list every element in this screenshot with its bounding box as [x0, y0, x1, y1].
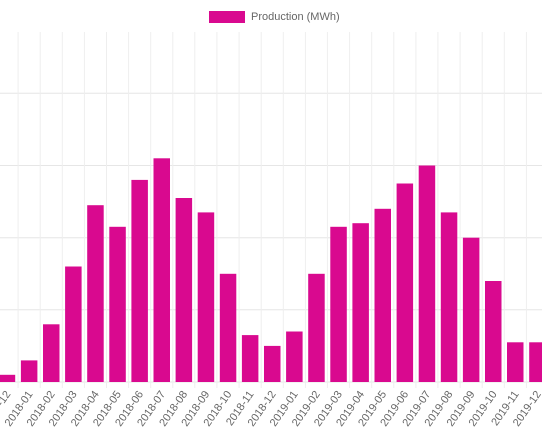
- bar-2019-04[interactable]: [352, 223, 369, 382]
- grid-lines: [0, 32, 542, 388]
- bar-2019-11[interactable]: [507, 342, 524, 382]
- bars-group: [0, 158, 542, 382]
- bar-2018-07[interactable]: [153, 158, 171, 382]
- legend[interactable]: Production (MWh): [209, 10, 340, 24]
- bar-2018-11[interactable]: [241, 335, 259, 382]
- bar-2018-06[interactable]: [131, 179, 148, 382]
- bar-2018-08[interactable]: [175, 198, 193, 382]
- bar-2017-12[interactable]: [0, 374, 16, 382]
- bar-2019-01[interactable]: [286, 331, 303, 383]
- bar-2019-03[interactable]: [330, 226, 347, 382]
- bar-2018-09[interactable]: [197, 212, 215, 382]
- bar-2019-10[interactable]: [485, 281, 502, 382]
- bar-2018-02[interactable]: [43, 324, 60, 382]
- legend-label-production: Production (MWh): [251, 11, 340, 23]
- bar-2018-12[interactable]: [264, 345, 281, 382]
- bar-2018-04[interactable]: [87, 205, 104, 382]
- bar-2019-02[interactable]: [308, 273, 325, 382]
- bar-2019-08[interactable]: [440, 212, 458, 382]
- bar-2018-10[interactable]: [219, 273, 237, 382]
- bar-2018-01[interactable]: [20, 360, 38, 382]
- bar-2019-12[interactable]: [529, 342, 542, 382]
- bar-2019-05[interactable]: [374, 208, 392, 382]
- bar-2018-05[interactable]: [109, 226, 126, 382]
- bar-2019-07[interactable]: [418, 165, 436, 383]
- bar-2019-06[interactable]: [396, 183, 414, 383]
- legend-swatch: [209, 11, 245, 23]
- x-axis-tick-labels: 2017-122018-012018-022018-032018-042018-…: [0, 389, 542, 429]
- bar-2018-03[interactable]: [65, 266, 82, 383]
- bar-2019-09[interactable]: [462, 237, 480, 382]
